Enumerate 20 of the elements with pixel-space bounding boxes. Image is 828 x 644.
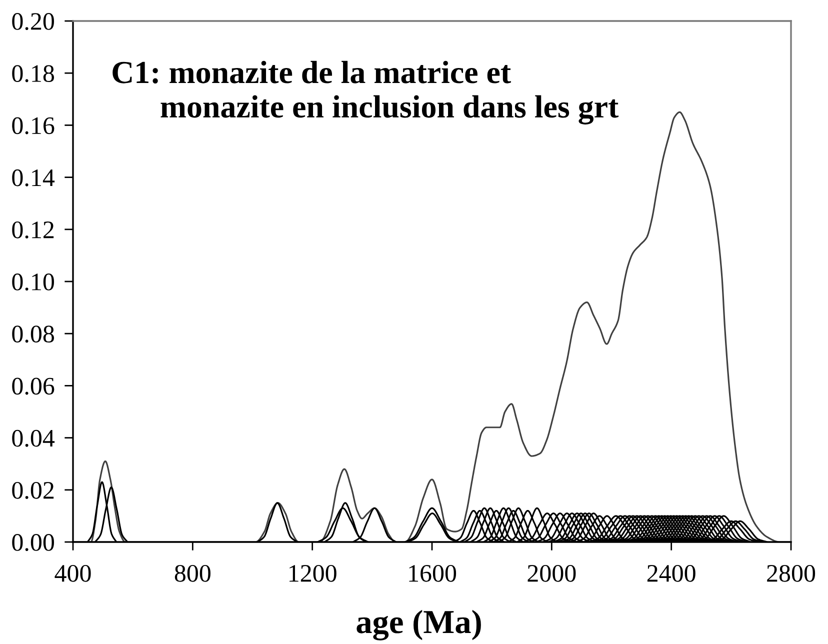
y-tick-label: 0.14 — [12, 169, 55, 186]
y-tick-label: 0.12 — [12, 221, 54, 238]
text: C1: monazite de la matrice et monazite en inclusion dans les grt — [112, 60, 619, 124]
y-tick-label: 0.16 — [12, 117, 54, 134]
x-tick-label: 2000 — [528, 564, 576, 582]
y-tick-label: 0.18 — [12, 65, 54, 82]
y-tick-label: 0.06 — [12, 378, 54, 395]
y-tick-label: 0.08 — [12, 326, 54, 343]
x-axis-title: age (Ma) — [356, 610, 481, 640]
x-tick-label: 2800 — [767, 564, 816, 582]
x-tick-label: 1600 — [409, 564, 456, 582]
y-tick-label: 0.00 — [12, 534, 54, 552]
y-tick-label: 0.20 — [12, 13, 54, 30]
x-tick-label: 800 — [174, 564, 210, 582]
x-tick-label: 1200 — [290, 564, 336, 582]
y-tick-label: 0.02 — [12, 482, 54, 499]
x-tick-label: 2400 — [647, 564, 696, 582]
y-tick-label: 0.10 — [12, 274, 54, 291]
x-tick-label: 400 — [54, 564, 91, 582]
y-tick-label: 0.04 — [12, 430, 55, 447]
